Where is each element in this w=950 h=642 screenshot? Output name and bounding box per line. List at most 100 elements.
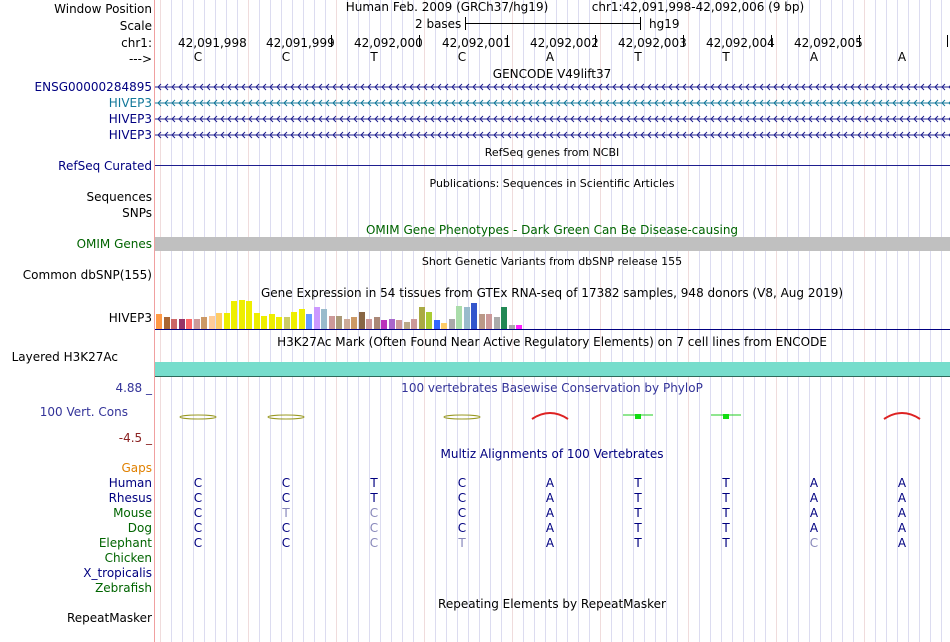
gtex-bar[interactable]: [313, 307, 320, 329]
gtex-bar[interactable]: [456, 306, 462, 329]
gtex-bar[interactable]: [358, 312, 365, 329]
gtex-bar[interactable]: [403, 322, 410, 329]
label-dbsnp[interactable]: Common dbSNP(155): [22, 268, 152, 282]
label-vert-cons[interactable]: 100 Vert. Cons: [39, 405, 128, 419]
species-label[interactable]: Human: [108, 476, 152, 490]
gtex-bar[interactable]: [366, 319, 372, 329]
strand-arrow: [311, 83, 316, 91]
gtex-bar[interactable]: [216, 313, 222, 329]
gtex-bar[interactable]: [186, 319, 192, 329]
gtex-bar[interactable]: [283, 317, 290, 329]
strand-arrow: [178, 99, 183, 107]
strand-arrow: [654, 83, 659, 91]
strand-arrow: [738, 115, 743, 123]
hivep3-feature-2[interactable]: [155, 114, 950, 124]
strand-arrow: [311, 99, 316, 107]
label-h3k27[interactable]: Layered H3K27Ac: [11, 350, 118, 364]
gtex-bar[interactable]: [418, 307, 425, 329]
gtex-bar[interactable]: [486, 314, 492, 329]
strand-arrow: [346, 99, 351, 107]
strand-arrow: [213, 99, 218, 107]
species-label[interactable]: Dog: [127, 521, 152, 535]
strand-arrow: [815, 115, 820, 123]
gtex-bar[interactable]: [328, 316, 335, 329]
strand-arrow: [388, 131, 393, 139]
h3k27-signal[interactable]: [155, 362, 950, 376]
gtex-bar[interactable]: [381, 320, 387, 329]
strand-arrow: [360, 99, 365, 107]
gtex-bar[interactable]: [321, 309, 327, 329]
gtex-bar[interactable]: [201, 317, 207, 329]
label-ensg[interactable]: ENSG00000284895: [34, 80, 152, 94]
species-label[interactable]: X_tropicalis: [83, 566, 152, 580]
species-label[interactable]: Chicken: [104, 551, 152, 565]
species-label[interactable]: Zebrafish: [95, 581, 152, 595]
gtex-bar[interactable]: [171, 319, 177, 329]
gtex-bar[interactable]: [426, 312, 432, 329]
ensg-feature[interactable]: [155, 82, 950, 92]
label-hivep3-2[interactable]: HIVEP3: [108, 112, 152, 126]
gtex-bar[interactable]: [231, 301, 237, 329]
refseq-feature[interactable]: [155, 165, 950, 166]
gtex-bar[interactable]: [163, 317, 170, 329]
gtex-bar[interactable]: [463, 307, 470, 329]
strand-arrow: [416, 115, 421, 123]
species-label[interactable]: Mouse: [113, 506, 152, 520]
gtex-bar[interactable]: [238, 300, 245, 329]
gtex-bar[interactable]: [373, 317, 380, 329]
gtex-bar[interactable]: [156, 314, 162, 329]
gtex-bar[interactable]: [478, 314, 485, 329]
gtex-bar[interactable]: [178, 319, 185, 329]
gtex-bar[interactable]: [223, 313, 230, 329]
gtex-bar[interactable]: [471, 303, 477, 329]
gtex-bar[interactable]: [516, 325, 522, 329]
gtex-bar[interactable]: [501, 307, 507, 329]
gtex-bar[interactable]: [448, 319, 455, 329]
strand-arrow: [353, 99, 358, 107]
label-refseq[interactable]: RefSeq Curated: [58, 159, 152, 173]
label-sequences[interactable]: Sequences: [86, 190, 152, 204]
gtex-bar[interactable]: [291, 312, 297, 329]
gtex-bars[interactable]: [155, 300, 555, 329]
gtex-bar[interactable]: [396, 320, 402, 329]
track-area[interactable]: Human Feb. 2009 (GRCh37/hg19) chr1:42,09…: [155, 0, 950, 642]
gtex-bar[interactable]: [246, 301, 252, 329]
strand-arrow: [731, 115, 736, 123]
gtex-bar[interactable]: [433, 320, 440, 329]
strand-arrow: [787, 83, 792, 91]
species-label[interactable]: Elephant: [98, 536, 152, 550]
label-snps[interactable]: SNPs: [122, 206, 152, 220]
gtex-bar[interactable]: [343, 319, 350, 329]
gtex-bar[interactable]: [493, 317, 500, 329]
species-label[interactable]: Rhesus: [108, 491, 152, 505]
label-repeatmasker[interactable]: RepeatMasker: [66, 611, 152, 625]
gtex-bar[interactable]: [276, 317, 282, 329]
strand-arrow: [500, 99, 505, 107]
strand-arrow: [724, 131, 729, 139]
gtex-bar[interactable]: [306, 314, 312, 329]
label-gtex-gene[interactable]: HIVEP3: [108, 311, 152, 325]
label-hivep3-3[interactable]: HIVEP3: [108, 128, 152, 142]
gtex-bar[interactable]: [208, 316, 215, 329]
gtex-bar[interactable]: [336, 316, 342, 329]
label-gaps[interactable]: Gaps: [121, 461, 152, 475]
gtex-bar[interactable]: [508, 325, 515, 329]
label-omim[interactable]: OMIM Genes: [76, 237, 152, 251]
strand-arrow: [773, 131, 778, 139]
gtex-bar[interactable]: [411, 319, 417, 329]
gtex-bar[interactable]: [193, 319, 200, 329]
gtex-bar[interactable]: [351, 317, 357, 329]
hivep3-feature-3[interactable]: [155, 130, 950, 140]
label-hivep3-1[interactable]: HIVEP3: [108, 96, 152, 110]
gtex-bar[interactable]: [441, 323, 447, 329]
hivep3-feature-1[interactable]: [155, 98, 950, 108]
strand-arrow: [696, 115, 701, 123]
gtex-bar[interactable]: [268, 314, 275, 329]
phylop-plot[interactable]: [155, 405, 950, 425]
gtex-bar[interactable]: [298, 309, 305, 329]
gtex-bar[interactable]: [253, 313, 260, 329]
alignment-base: A: [897, 536, 907, 550]
omim-feature[interactable]: [155, 237, 950, 251]
gtex-bar[interactable]: [261, 316, 267, 329]
gtex-bar[interactable]: [388, 319, 395, 329]
